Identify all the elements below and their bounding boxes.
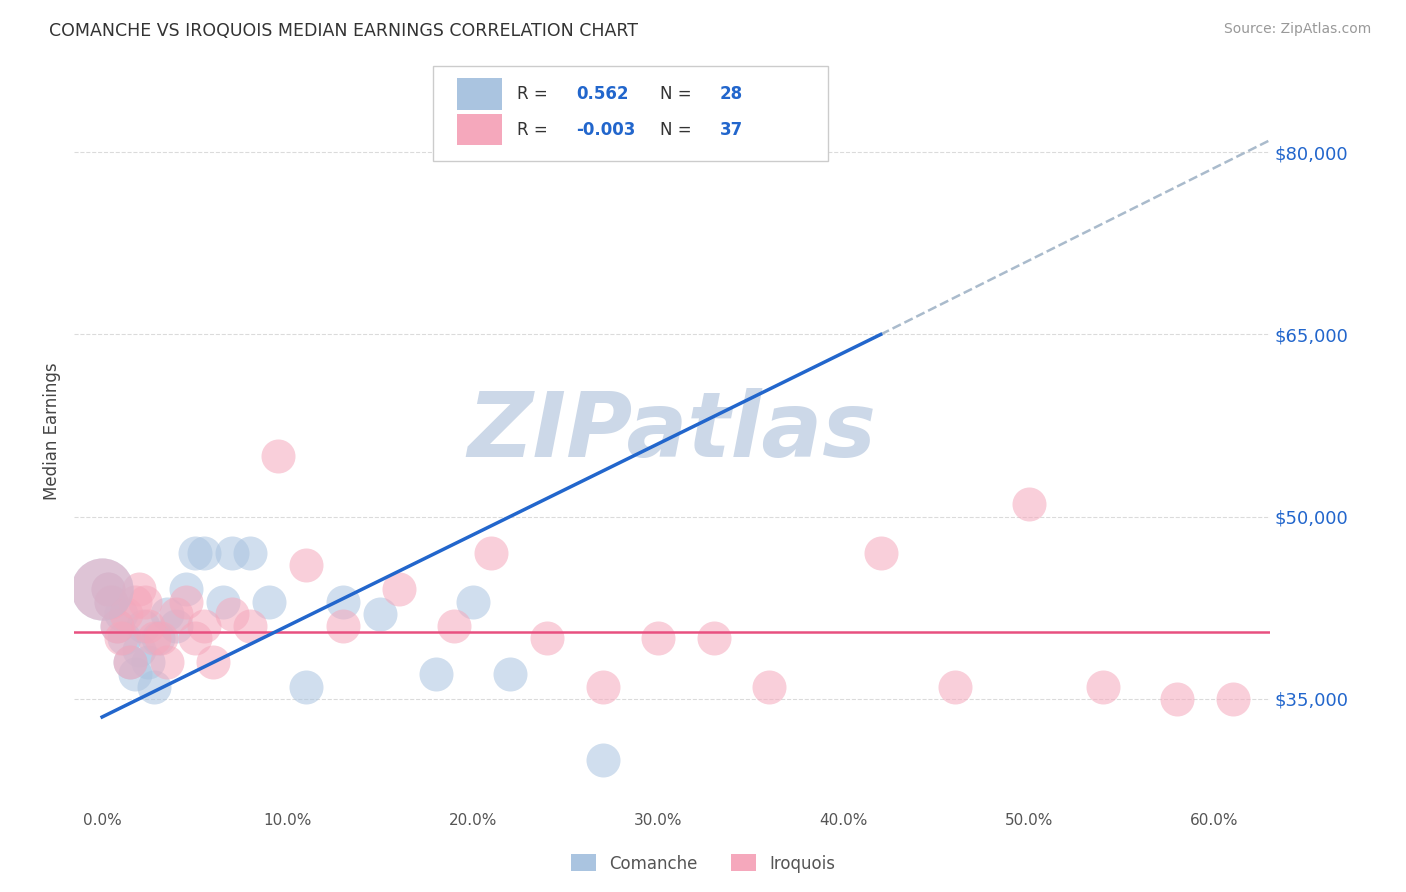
Point: [388, 582, 411, 597]
Point: [592, 752, 614, 766]
Bar: [457, 78, 502, 110]
Point: [193, 546, 215, 560]
Text: 37: 37: [720, 120, 744, 138]
Point: [332, 594, 354, 608]
Text: -0.003: -0.003: [576, 120, 636, 138]
Point: [112, 631, 135, 645]
Point: [174, 582, 197, 597]
Text: 0.562: 0.562: [576, 86, 628, 103]
Point: [156, 656, 179, 670]
Text: ZIPatlas: ZIPatlas: [468, 388, 876, 475]
Point: [105, 619, 128, 633]
Point: [332, 619, 354, 633]
Point: [536, 631, 558, 645]
Point: [146, 631, 169, 645]
Point: [91, 582, 114, 597]
Point: [221, 607, 243, 621]
Point: [368, 607, 391, 621]
Point: [110, 607, 132, 621]
Point: [124, 667, 146, 681]
Point: [239, 546, 262, 560]
Point: [105, 619, 128, 633]
Point: [481, 546, 503, 560]
Point: [758, 680, 780, 694]
Point: [1092, 680, 1115, 694]
Point: [110, 631, 132, 645]
Point: [132, 619, 155, 633]
Point: [184, 546, 207, 560]
Point: [100, 594, 122, 608]
Point: [499, 667, 522, 681]
Point: [118, 656, 141, 670]
Point: [267, 449, 290, 463]
Point: [124, 594, 146, 608]
Point: [138, 619, 160, 633]
FancyBboxPatch shape: [433, 66, 828, 161]
Point: [239, 619, 262, 633]
Point: [1166, 691, 1188, 706]
Point: [97, 582, 120, 597]
Point: [100, 594, 122, 608]
Point: [91, 582, 114, 597]
Bar: [457, 114, 502, 145]
Point: [165, 607, 187, 621]
Point: [443, 619, 465, 633]
Text: R =: R =: [516, 86, 547, 103]
Point: [1018, 498, 1040, 512]
Point: [425, 667, 447, 681]
Point: [461, 594, 484, 608]
Point: [221, 546, 243, 560]
Text: R =: R =: [516, 120, 547, 138]
Point: [647, 631, 669, 645]
Point: [184, 631, 207, 645]
Text: 28: 28: [720, 86, 744, 103]
Text: N =: N =: [661, 120, 692, 138]
Point: [211, 594, 233, 608]
Point: [156, 607, 179, 621]
Y-axis label: Median Earnings: Median Earnings: [44, 363, 60, 500]
Text: Source: ZipAtlas.com: Source: ZipAtlas.com: [1223, 22, 1371, 37]
Point: [257, 594, 280, 608]
Point: [128, 582, 150, 597]
Point: [193, 619, 215, 633]
Point: [295, 680, 318, 694]
Text: COMANCHE VS IROQUOIS MEDIAN EARNINGS CORRELATION CHART: COMANCHE VS IROQUOIS MEDIAN EARNINGS COR…: [49, 22, 638, 40]
Legend: Comanche, Iroquois: Comanche, Iroquois: [564, 847, 842, 880]
Point: [134, 594, 156, 608]
Point: [128, 643, 150, 657]
Point: [115, 607, 138, 621]
Point: [143, 680, 166, 694]
Point: [202, 656, 225, 670]
Point: [165, 619, 187, 633]
Point: [138, 656, 160, 670]
Point: [295, 558, 318, 573]
Point: [174, 594, 197, 608]
Point: [1222, 691, 1244, 706]
Point: [703, 631, 725, 645]
Point: [143, 631, 166, 645]
Point: [97, 582, 120, 597]
Point: [869, 546, 891, 560]
Text: N =: N =: [661, 86, 692, 103]
Point: [118, 656, 141, 670]
Point: [943, 680, 966, 694]
Point: [592, 680, 614, 694]
Point: [150, 631, 173, 645]
